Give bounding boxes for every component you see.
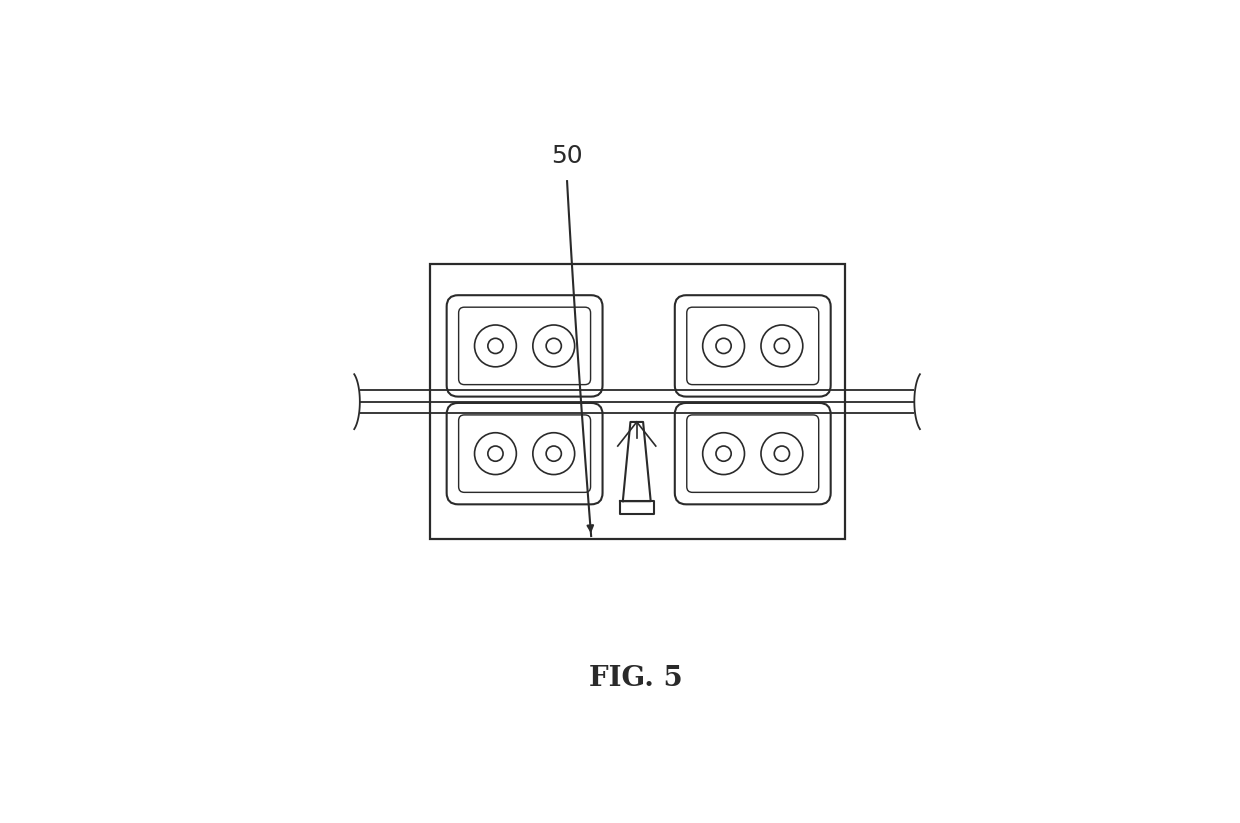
Circle shape: [703, 325, 744, 367]
Circle shape: [475, 433, 516, 475]
Bar: [429, 263, 844, 539]
FancyBboxPatch shape: [446, 295, 603, 397]
Circle shape: [715, 446, 732, 461]
Circle shape: [546, 338, 562, 354]
Circle shape: [715, 338, 732, 354]
Circle shape: [703, 433, 744, 475]
Circle shape: [533, 325, 574, 367]
Circle shape: [533, 433, 574, 475]
Polygon shape: [622, 422, 651, 501]
Text: FIG. 5: FIG. 5: [589, 665, 682, 692]
FancyBboxPatch shape: [687, 307, 818, 384]
Circle shape: [761, 325, 802, 367]
Text: 50: 50: [552, 145, 583, 169]
FancyBboxPatch shape: [459, 415, 590, 492]
Circle shape: [546, 446, 562, 461]
Circle shape: [774, 338, 790, 354]
Polygon shape: [620, 501, 653, 514]
Circle shape: [487, 338, 503, 354]
FancyBboxPatch shape: [675, 403, 831, 504]
FancyBboxPatch shape: [459, 307, 590, 384]
FancyBboxPatch shape: [446, 403, 603, 504]
Circle shape: [774, 446, 790, 461]
Circle shape: [761, 433, 802, 475]
Circle shape: [487, 446, 503, 461]
FancyBboxPatch shape: [687, 415, 818, 492]
Circle shape: [475, 325, 516, 367]
FancyBboxPatch shape: [675, 295, 831, 397]
